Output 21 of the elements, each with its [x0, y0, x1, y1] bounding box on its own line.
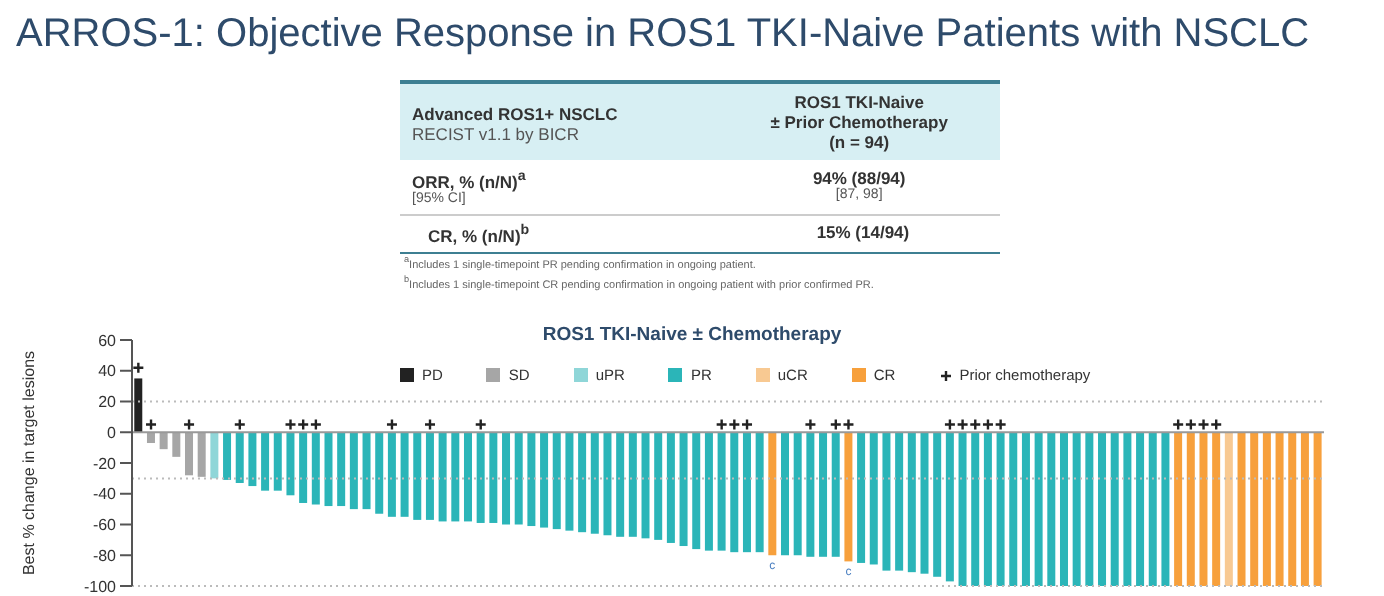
text: Advanced ROS1+ NSCLC: [412, 104, 618, 124]
text: (n = 94): [829, 132, 890, 152]
chart-subtitle: ROS1 TKI-Naive ± Chemotherapy: [542, 324, 842, 346]
y-tick-label: -40: [92, 485, 118, 504]
y-tick-label: -80: [92, 546, 118, 565]
text: ORR, % (n/N)$^{a}$: [412, 168, 526, 192]
y-axis-title: Best % change in target lesions: [19, 350, 38, 576]
y-tick-label: -60: [92, 516, 118, 535]
text: RECIST v1.1 by BICR: [412, 124, 579, 144]
y-tick-label: -20: [92, 454, 118, 473]
y-tick-label: 40: [98, 362, 118, 381]
y-tick-label: -100: [83, 577, 118, 596]
y-tick-label: 60: [98, 331, 118, 350]
text: CR, % (n/N)$^{b}$: [428, 221, 530, 246]
text: 15% (14/94): [816, 221, 910, 242]
text: ROS1 TKI-Naive: [794, 92, 924, 112]
text: 94% (88/94): [812, 168, 906, 188]
y-tick-label: 20: [98, 393, 118, 412]
y-tick-label: 0: [107, 423, 118, 442]
chart-title: ARROS-1: Objective Response in ROS1 TKI-Naive Patients with NSCLC: [16, 12, 1310, 56]
text: ± Prior Chemotherapy: [770, 112, 948, 132]
